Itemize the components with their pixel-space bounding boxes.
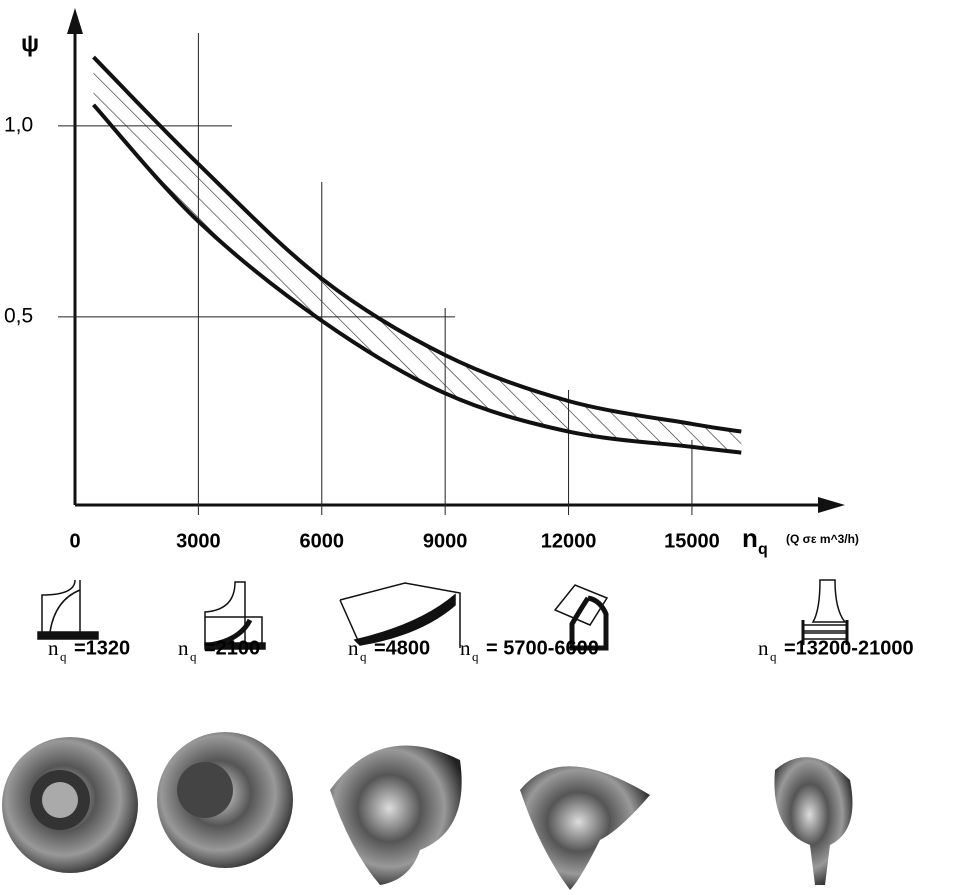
y-tick-label: 1,0 [4,113,33,136]
x-tick-label: 15000 [664,530,720,552]
impeller-subscript: q [190,649,197,664]
impeller-symbol: n [460,636,471,660]
x-tick-label: 3000 [176,530,221,552]
x-tick-label: 9000 [423,530,468,552]
impeller-symbol: n [758,636,769,660]
x-axis-unit: (Q σε m^3/h) [786,532,859,546]
x-axis-label: n [742,523,758,553]
x-axis-arrow [818,497,845,513]
page: ψ n q (Q σε m^3/h) 0,5 1,0 0 3000 6000 9000 12… [0,0,968,895]
hatched-band [94,57,742,453]
y-axis-arrow [67,8,83,34]
impeller-nq: = 5700-6600 [486,637,599,659]
x-tick-label: 6000 [300,530,345,552]
impeller-symbol: n [348,636,359,660]
impeller-subscript: q [360,649,367,664]
impeller-nq: =4800 [374,637,430,659]
x-tick-label: 12000 [541,530,597,552]
impeller-symbol: n [178,636,189,660]
impeller-sketches [38,580,847,649]
impeller-subscript: q [472,649,479,664]
impeller-photos [2,732,853,890]
impeller-subscript: q [770,649,777,664]
y-tick-label: 0,5 [4,304,33,327]
impeller-nq: =1320 [74,637,130,659]
impeller-subscript: q [60,649,67,664]
impeller-nq: =2100 [204,637,260,659]
impeller-nq: =13200-21000 [784,637,914,659]
y-axis-label: ψ [21,30,39,57]
x-axis-label-subscript: q [758,541,768,558]
x-tick-label: 0 [69,530,80,552]
impeller-symbol: n [48,636,59,660]
chart: ψ n q (Q σε m^3/h) 0,5 1,0 0 3000 6000 9000 12… [0,0,968,895]
